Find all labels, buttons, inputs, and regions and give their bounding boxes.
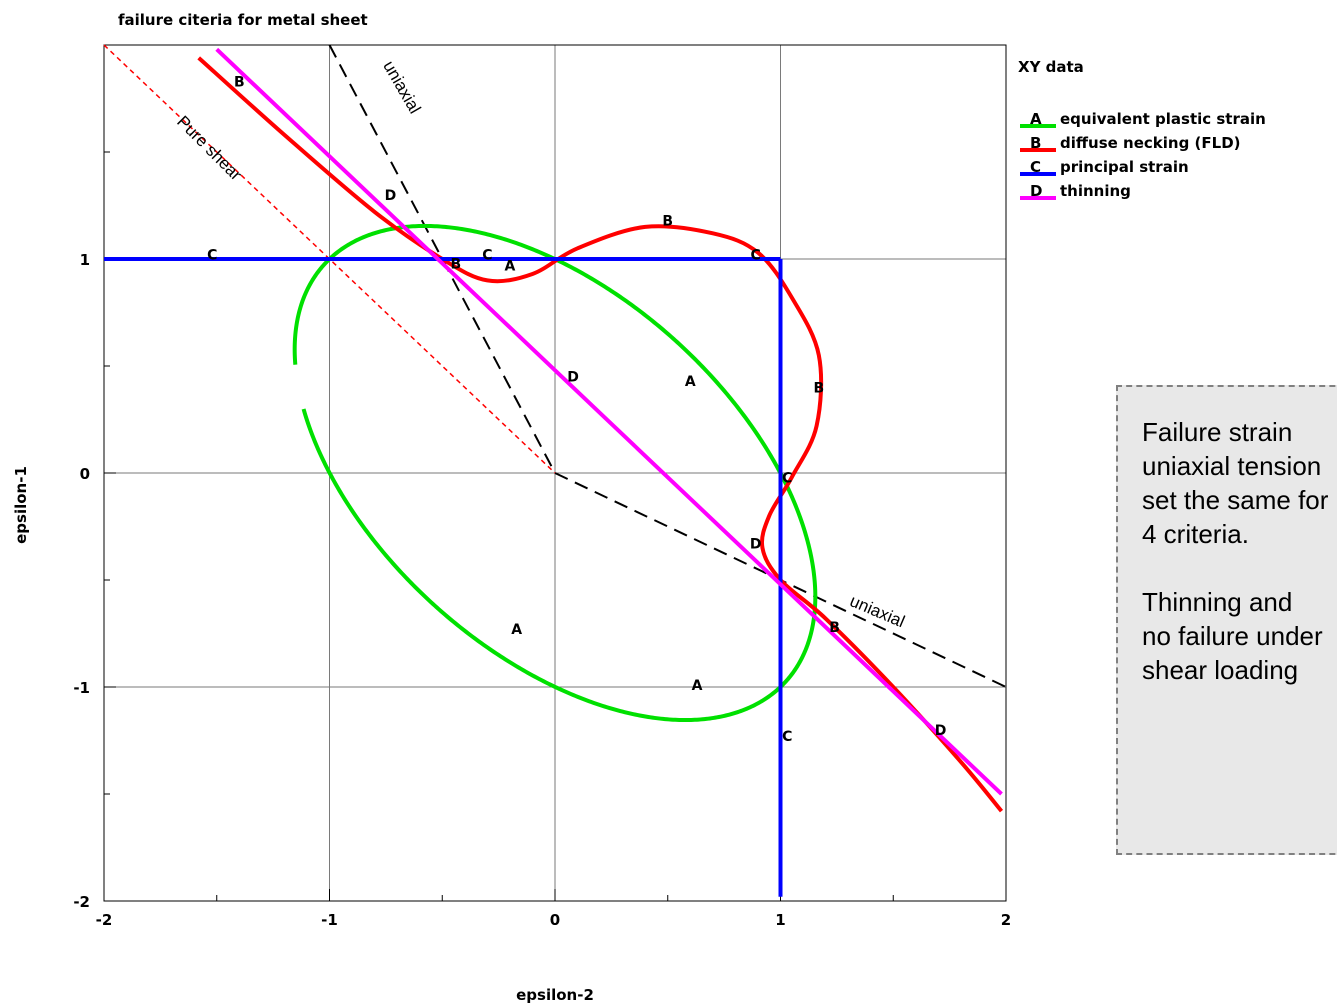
legend-label-C: principal strain	[1060, 158, 1189, 176]
x-axis-title: epsilon-2	[516, 986, 594, 1004]
y-tick-label: -1	[73, 679, 90, 697]
marker-B: B	[813, 380, 824, 396]
marker-D: D	[750, 537, 762, 553]
x-tick-label: 2	[1001, 911, 1011, 929]
marker-C: C	[782, 729, 792, 745]
y-tick-label: 1	[80, 251, 90, 269]
legend-key-D: D	[1030, 182, 1042, 200]
marker-D: D	[567, 370, 579, 386]
marker-D: D	[935, 723, 947, 739]
x-tick-label: -1	[321, 911, 338, 929]
legend-key-B: B	[1030, 134, 1041, 152]
legend-title: XY data	[1018, 58, 1084, 76]
marker-D: D	[385, 188, 397, 204]
marker-C: C	[751, 248, 761, 264]
series-A	[292, 223, 818, 689]
x-tick-label: -2	[96, 911, 113, 929]
tick-labels: -2 -1 0 1 2 -2 -1 0 1	[73, 251, 1011, 929]
marker-B: B	[234, 74, 245, 90]
annotation-label: Pure shear	[173, 112, 245, 184]
series-A	[301, 408, 782, 723]
x-tick-label: 1	[775, 911, 785, 929]
series-B	[197, 56, 1004, 813]
y-axis-title: epsilon-1	[12, 466, 30, 544]
series-D	[215, 47, 1003, 796]
marker-C: C	[207, 248, 217, 264]
marker-B: B	[829, 620, 840, 636]
series-layer	[104, 47, 1004, 897]
legend-label-D: thinning	[1060, 182, 1131, 200]
legend-label-B: diffuse necking (FLD)	[1060, 134, 1241, 152]
marker-A: A	[692, 678, 703, 694]
y-tick-label: -2	[73, 893, 90, 911]
x-tick-label: 0	[550, 911, 560, 929]
legend-key-C: C	[1030, 158, 1041, 176]
series-markers: A A A A B B B B B C C C C C D D D D	[207, 74, 946, 745]
marker-C: C	[782, 470, 792, 486]
reference-line	[328, 44, 556, 474]
plot-frame	[103, 44, 1007, 902]
y-tick-label: 0	[80, 465, 90, 483]
marker-B: B	[450, 256, 461, 272]
marker-A: A	[685, 374, 696, 390]
marker-A: A	[511, 622, 522, 638]
legend-key-A: A	[1030, 110, 1042, 128]
marker-C: C	[482, 248, 492, 264]
marker-B: B	[662, 213, 673, 229]
chart-title: failure citeria for metal sheet	[118, 11, 368, 29]
marker-A: A	[504, 258, 515, 274]
annotation-label: uniaxial	[379, 57, 424, 116]
legend-label-A: equivalent plastic strain	[1060, 110, 1266, 128]
